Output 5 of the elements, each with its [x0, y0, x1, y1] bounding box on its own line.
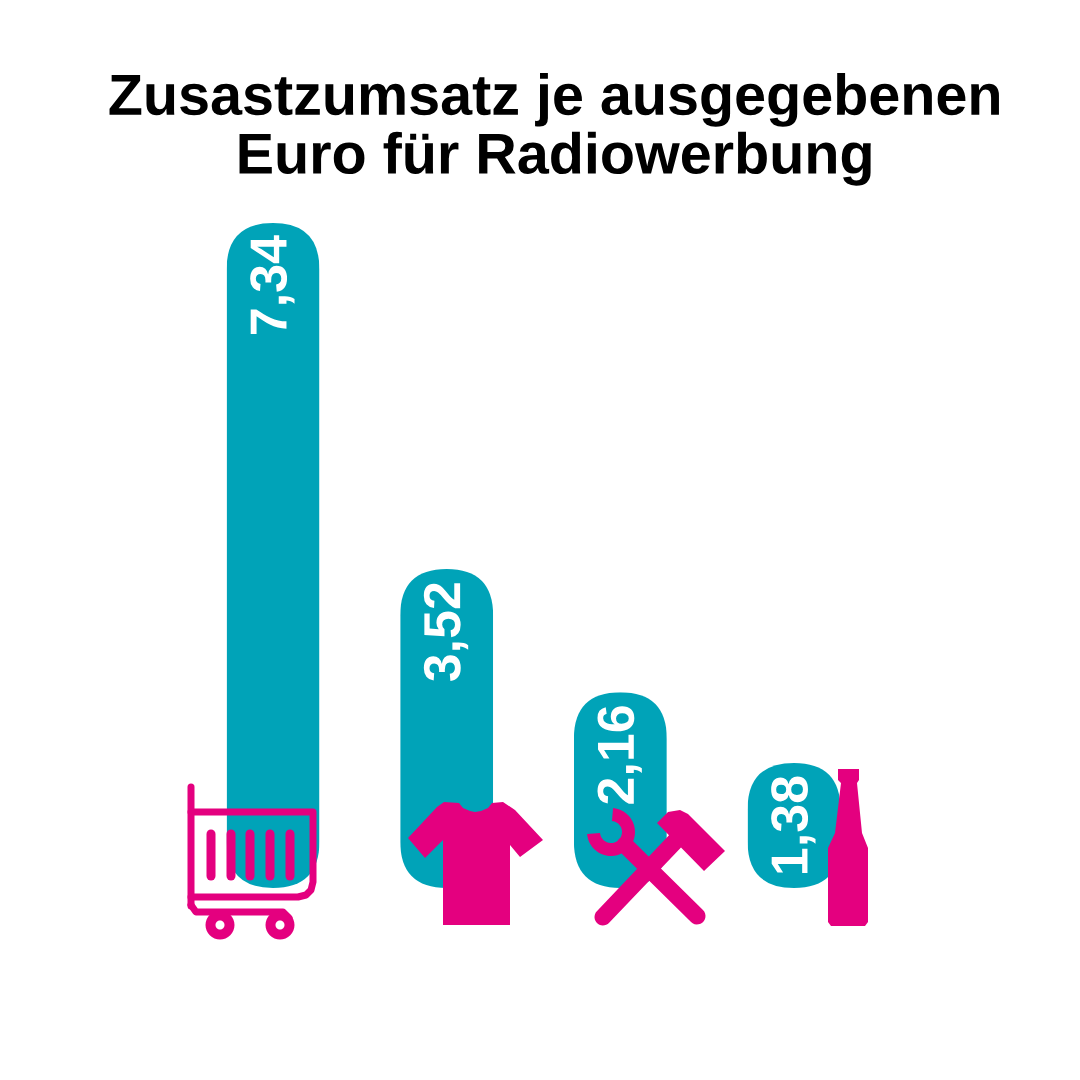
data-label: 3,52: [423, 583, 469, 682]
data-label: 7,34: [250, 235, 295, 334]
data-label: 1,38: [771, 776, 816, 873]
chart-title: Zusastzumsatz je ausgegebenen Euro für Radiowerbung: [109, 73, 999, 186]
data-label: 2,16: [597, 706, 642, 804]
